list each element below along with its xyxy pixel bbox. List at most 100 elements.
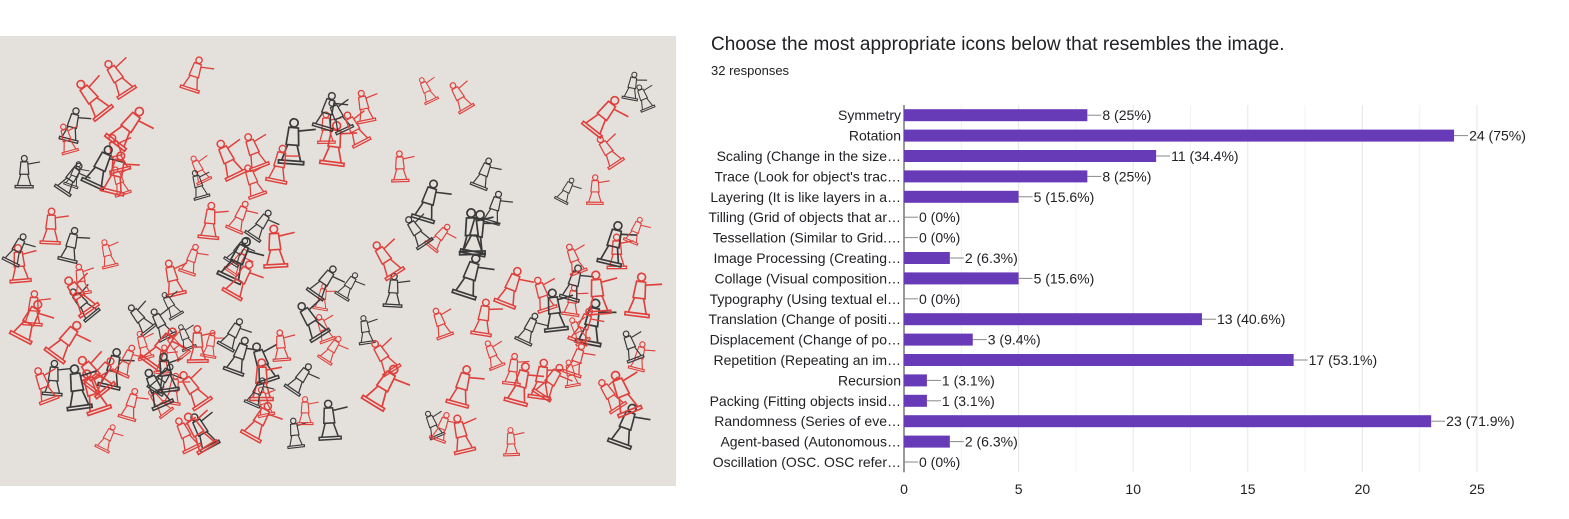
toy-soldiers-artwork-image [0,36,676,486]
soldier-figure [144,368,175,412]
bar [904,354,1294,366]
soldier-figure [316,335,349,366]
x-tick-label: 10 [1125,481,1141,497]
soldier-figure [622,216,651,246]
data-label: 11 (34.4%) [1171,148,1238,164]
soldier-figure [197,201,229,241]
data-label: 17 (53.1%) [1309,352,1377,368]
soldier-figure [136,330,155,362]
category-label: Translation (Change of positi… [709,311,901,327]
category-label: Rotation [849,128,901,144]
soldier-figure [215,236,265,286]
bar [904,272,1019,285]
soldier-figure [164,329,192,363]
soldier-figure [175,416,203,455]
soldier-figure [382,272,411,308]
soldier-figure [179,56,215,95]
soldier-figure [513,312,548,347]
soldier-figure [178,324,198,353]
soldier-figure [101,239,119,270]
data-label: 0 (0%) [919,454,960,470]
soldier-figure [243,209,280,244]
soldier-figure [469,157,502,192]
soldier-figure [216,138,248,183]
soldier-figure [328,98,355,136]
soldier-figure [318,120,358,168]
soldier-figure [179,367,214,412]
data-label: 0 (0%) [919,209,960,225]
soldier-figure [574,298,617,348]
data-label: 2 (6.3%) [965,434,1018,450]
soldier-figure [183,409,219,456]
soldier-figure [621,71,648,102]
soldier-figure [503,427,525,457]
soldier-figure [449,80,476,115]
response-count: 32 responses [711,63,790,78]
soldier-figure [1,233,36,268]
soldier-figure [627,341,656,373]
soldier-figure [503,362,544,408]
soldier-figure [243,377,275,409]
soldier-figure [53,162,91,198]
soldier-figure [405,213,434,251]
soldier-figure [58,107,92,145]
soldier-figure [567,307,605,347]
data-label: 8 (25%) [1102,168,1151,184]
data-label: 5 (15.6%) [1034,270,1095,286]
soldier-figure [162,372,191,407]
soldier-figure [43,320,92,365]
data-label: 1 (3.1%) [942,372,995,388]
soldier-figure [428,412,459,444]
soldier-figure [264,144,300,185]
soldier-figure [622,330,645,364]
soldier-figure [272,329,296,363]
soldier-figure [410,179,452,225]
x-tick-label: 20 [1355,481,1371,497]
category-label: Displacement (Change of po… [710,332,901,348]
soldier-figure [14,154,41,189]
question-title: Choose the most appropriate icons below … [711,34,1285,55]
bar [904,252,950,264]
soldier-figure [596,221,638,269]
data-label: 2 (6.3%) [965,250,1018,266]
bar [904,394,927,407]
soldier-figure [445,365,485,410]
soldier-figure [318,399,348,442]
x-tick-label: 15 [1240,481,1256,497]
soldier-figure [221,260,264,302]
category-label: Tessellation (Similar to Grid.… [713,230,901,246]
soldier-figure [458,208,494,256]
soldier-figure [177,243,209,277]
soldier-figure [480,190,513,227]
soldier-figure [305,265,346,302]
soldier-figure [127,300,158,338]
soldier-figure [216,318,252,353]
soldier-figure [77,350,117,400]
x-tick-label: 0 [900,481,908,497]
category-label: Typography (Using textual el… [710,291,901,307]
category-label: Symmetry [838,107,901,123]
soldier-figure [372,238,406,282]
category-label: Scaling (Change in the size… [717,148,901,164]
soldier-figure [470,298,503,338]
bar [904,415,1432,428]
data-label: 0 (0%) [919,230,960,246]
soldier-figure [596,133,626,171]
soldier-figure [39,207,69,246]
category-label: Recursion [838,372,901,388]
bar [904,109,1088,122]
soldier-figure [432,307,455,341]
soldier-figure [111,344,145,379]
bar [904,435,950,448]
soldier-figure [636,84,656,113]
soldier-figure [358,315,378,346]
bar [904,129,1455,142]
soldier-figure [311,91,349,133]
soldier-figure [60,123,80,156]
data-label: 1 (3.1%) [942,393,995,409]
soldier-figure [343,110,372,150]
data-label: 8 (25%) [1102,107,1151,123]
soldier-figure [484,340,506,372]
bar [904,150,1157,162]
